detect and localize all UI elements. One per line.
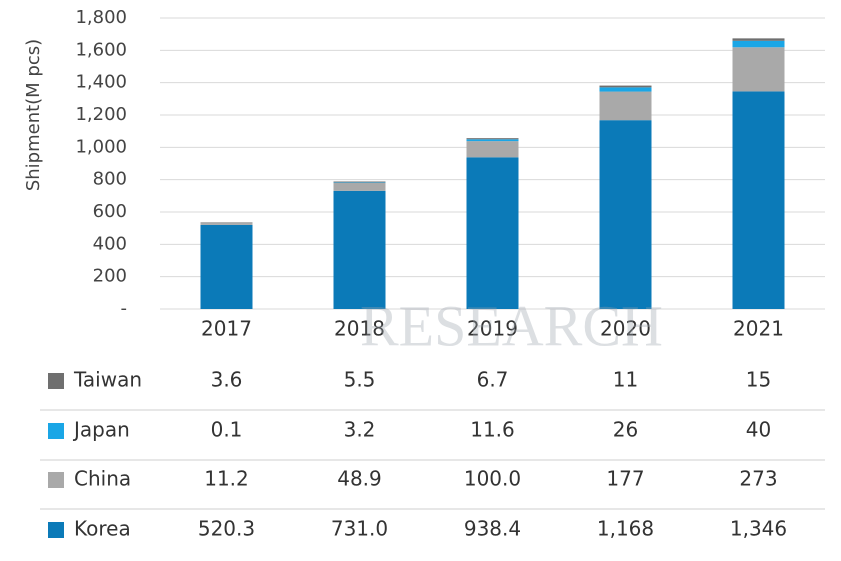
y-tick-label: 1,200 xyxy=(75,104,127,125)
legend-swatch xyxy=(48,472,64,488)
y-tick-label: 1,400 xyxy=(75,72,127,93)
table-value: 3.6 xyxy=(211,368,243,392)
bar-segment xyxy=(200,223,253,225)
watermark: RESEARCH xyxy=(360,293,663,358)
y-tick-label: 1,600 xyxy=(75,39,127,60)
table-value: 520.3 xyxy=(198,517,255,541)
bar-segment xyxy=(599,120,652,309)
table-value: 48.9 xyxy=(337,467,382,491)
x-tick-label: 2018 xyxy=(334,317,385,341)
y-tick-label: 600 xyxy=(93,201,127,222)
table-value: 273 xyxy=(739,467,777,491)
bar-segment xyxy=(466,139,519,142)
bar-segment xyxy=(200,224,253,309)
table-value: 177 xyxy=(606,467,644,491)
bar-segment xyxy=(599,85,652,88)
bar-segment xyxy=(599,87,652,92)
y-tick-label: 800 xyxy=(93,169,127,190)
table-value: 15 xyxy=(746,368,771,392)
x-tick-label: 2017 xyxy=(201,317,252,341)
x-tick-label: 2020 xyxy=(600,317,651,341)
y-tick-label: 1,800 xyxy=(75,7,127,28)
table-value: 731.0 xyxy=(331,517,388,541)
y-tick-label: 200 xyxy=(93,266,127,287)
x-tick-label: 2021 xyxy=(733,317,784,341)
table-value: 100.0 xyxy=(464,467,521,491)
legend-label: Japan xyxy=(72,418,130,442)
bar-segment xyxy=(333,182,386,183)
bar-segment xyxy=(599,91,652,121)
table-value: 1,168 xyxy=(597,517,654,541)
legend-label: Korea xyxy=(74,517,131,541)
y-axis-label: Shipment(M pcs) xyxy=(23,39,44,191)
table-value: 40 xyxy=(746,418,771,442)
bar-segment xyxy=(333,182,386,191)
bar-segment xyxy=(200,222,253,224)
bar-segment xyxy=(333,181,386,183)
bar-segment xyxy=(466,141,519,158)
table-value: 11.2 xyxy=(204,467,249,491)
table-value: 26 xyxy=(613,418,638,442)
y-tick-label: 400 xyxy=(93,233,127,254)
table-value: 11 xyxy=(613,368,638,392)
x-tick-label: 2019 xyxy=(467,317,518,341)
table-value: 6.7 xyxy=(477,368,509,392)
table-value: 1,346 xyxy=(730,517,787,541)
table-value: 3.2 xyxy=(344,418,376,442)
table-value: 11.6 xyxy=(470,418,515,442)
legend-swatch xyxy=(48,423,64,439)
table-value: 5.5 xyxy=(344,368,376,392)
legend-swatch xyxy=(48,373,64,389)
legend-label: Taiwan xyxy=(73,368,142,392)
legend-swatch xyxy=(48,522,64,538)
table-value: 938.4 xyxy=(464,517,521,541)
bar-segment xyxy=(466,157,519,309)
bar-segment xyxy=(732,40,785,48)
y-tick-label: - xyxy=(121,298,128,319)
bar-segment xyxy=(732,38,785,41)
bar-segment xyxy=(732,91,785,309)
table-value: 0.1 xyxy=(211,418,243,442)
bar-segment xyxy=(466,138,519,140)
bar-segment xyxy=(333,190,386,309)
y-tick-label: 1,000 xyxy=(75,136,127,157)
bar-segment xyxy=(732,47,785,92)
legend-label: China xyxy=(74,467,131,491)
